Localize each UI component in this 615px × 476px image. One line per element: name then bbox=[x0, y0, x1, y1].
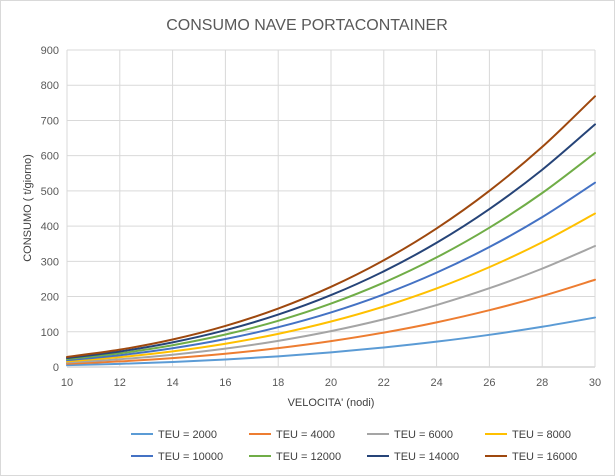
x-tick-label: 20 bbox=[325, 377, 337, 389]
legend-label: TEU = 8000 bbox=[512, 429, 571, 441]
legend-item: TEU = 16000 bbox=[485, 451, 577, 463]
x-tick-label: 10 bbox=[61, 377, 73, 389]
series-line bbox=[66, 278, 596, 365]
series-line bbox=[66, 123, 596, 360]
series-line bbox=[66, 212, 596, 363]
x-tick-label: 26 bbox=[483, 377, 495, 389]
series-lines bbox=[66, 95, 596, 367]
legend-label: TEU = 16000 bbox=[512, 451, 577, 463]
legend-item: TEU = 12000 bbox=[249, 451, 341, 463]
legend-item: TEU = 6000 bbox=[367, 429, 453, 441]
y-tick-label: 600 bbox=[41, 151, 59, 163]
y-tick-label: 800 bbox=[41, 80, 59, 92]
x-axis-title: VELOCITA' (nodi) bbox=[288, 397, 375, 409]
legend-item: TEU = 14000 bbox=[367, 451, 459, 463]
series-line bbox=[66, 151, 596, 361]
y-tick-label: 300 bbox=[41, 256, 59, 268]
x-tick-label: 28 bbox=[536, 377, 548, 389]
x-tick-label: 14 bbox=[166, 377, 178, 389]
legend-item: TEU = 2000 bbox=[131, 429, 217, 441]
legend-label: TEU = 2000 bbox=[158, 429, 217, 441]
legend-item: TEU = 10000 bbox=[131, 451, 223, 463]
legend-label: TEU = 14000 bbox=[394, 451, 459, 463]
chart-title: CONSUMO NAVE PORTACONTAINER bbox=[166, 17, 448, 34]
y-tick-label: 700 bbox=[41, 115, 59, 127]
series-line bbox=[66, 181, 596, 362]
legend: TEU = 2000 TEU = 4000 TEU = 6000 TEU = 8000… bbox=[131, 429, 577, 463]
gridlines bbox=[66, 49, 596, 368]
y-tick-label: 100 bbox=[41, 327, 59, 339]
x-tick-label: 30 bbox=[589, 377, 601, 389]
y-tick-label: 0 bbox=[53, 362, 59, 374]
legend-label: TEU = 4000 bbox=[276, 429, 335, 441]
y-tick-label: 200 bbox=[41, 292, 59, 304]
legend-label: TEU = 6000 bbox=[394, 429, 453, 441]
y-axis-title: CONSUMO ( t/giorno) bbox=[22, 154, 34, 262]
legend-item: TEU = 8000 bbox=[485, 429, 571, 441]
series-line bbox=[66, 95, 596, 358]
x-tick-label: 18 bbox=[272, 377, 284, 389]
x-tick-label: 24 bbox=[430, 377, 442, 389]
legend-label: TEU = 10000 bbox=[158, 451, 223, 463]
y-tick-label: 400 bbox=[41, 221, 59, 233]
series-line bbox=[66, 316, 596, 367]
series-line bbox=[66, 245, 596, 364]
y-tick-label: 900 bbox=[41, 45, 59, 57]
x-tick-label: 16 bbox=[219, 377, 231, 389]
legend-label: TEU = 12000 bbox=[276, 451, 341, 463]
legend-item: TEU = 4000 bbox=[249, 429, 335, 441]
x-tick-label: 22 bbox=[378, 377, 390, 389]
axes: 0 100 200 300 400 500 600 700 800 900 10 12 14 16 18 20… bbox=[41, 45, 601, 389]
x-tick-label: 12 bbox=[114, 377, 126, 389]
y-tick-label: 500 bbox=[41, 186, 59, 198]
